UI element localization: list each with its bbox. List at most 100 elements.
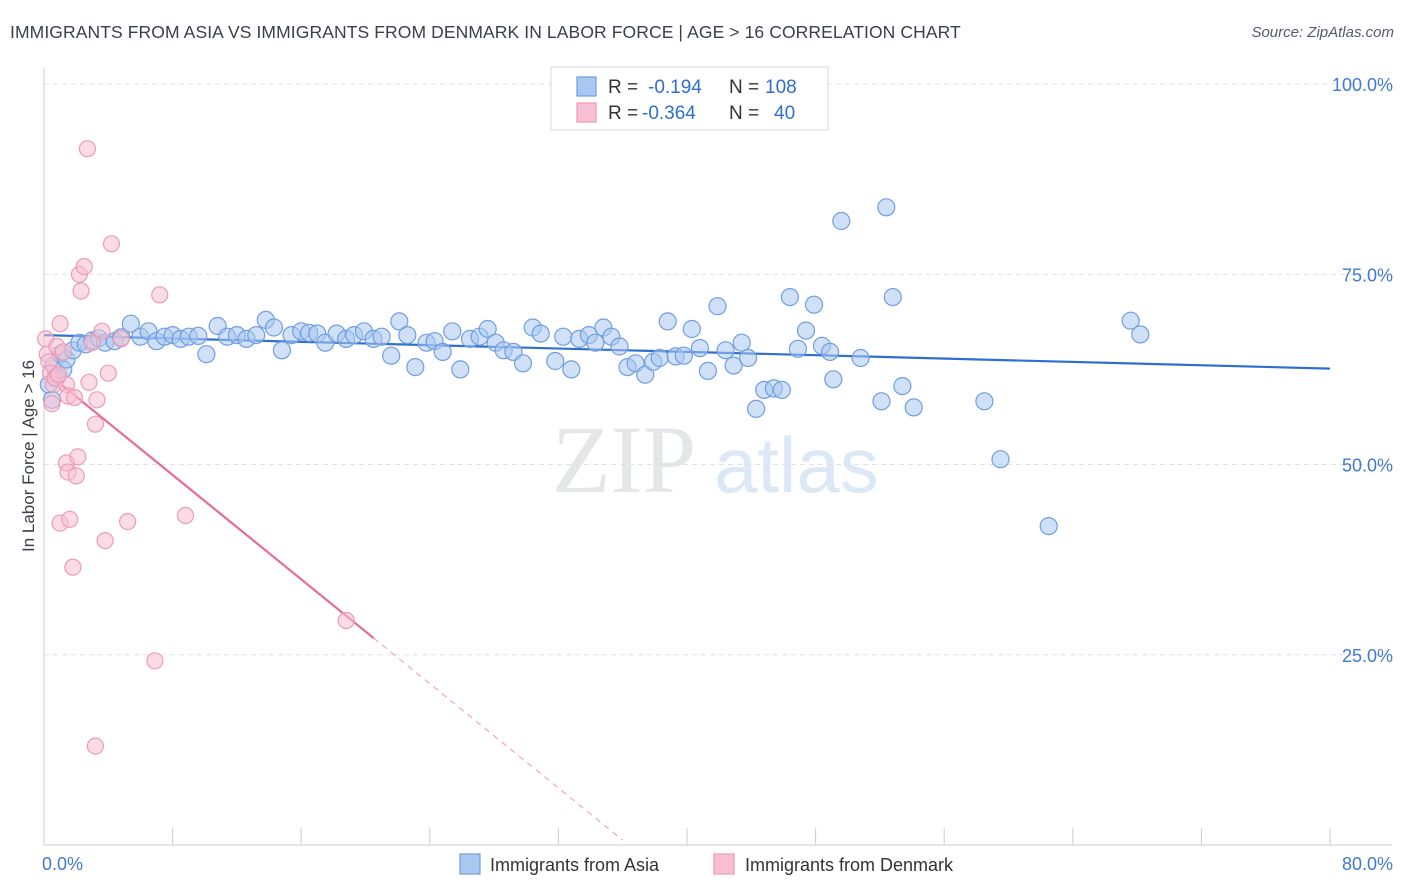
point-denmark-17: [65, 388, 84, 407]
point-asia-32: [272, 341, 291, 360]
point-asia-85: [732, 333, 751, 352]
point-denmark-29: [93, 322, 111, 340]
point-asia-106: [991, 450, 1010, 469]
point-denmark-19: [69, 448, 87, 466]
point-denmark-22: [75, 258, 93, 276]
point-denmark-37: [176, 506, 195, 525]
source-note: Source: ZipAtlas.com: [1251, 24, 1394, 41]
point-asia-91: [780, 288, 800, 307]
x-tick-label-0: 0.0%: [42, 854, 83, 874]
x-tick-label-1: 80.0%: [1342, 854, 1393, 874]
point-asia-63: [554, 327, 573, 346]
point-asia-94: [804, 295, 824, 314]
legend-swatch-denmark: [576, 102, 597, 123]
point-asia-84: [724, 356, 743, 375]
point-denmark-36: [151, 286, 169, 304]
point-asia-98: [832, 211, 851, 231]
series-legend-label-asia: Immigrants from Asia: [490, 855, 660, 875]
point-denmark-8: [51, 315, 69, 333]
point-asia-44: [382, 346, 401, 365]
point-denmark-27: [88, 391, 106, 409]
y-tick-label-0: 25.0%: [1342, 646, 1393, 666]
point-asia-100: [872, 392, 891, 411]
point-asia-70: [610, 337, 629, 356]
grid-lines: [44, 83, 1392, 656]
y-tick-label-3: 100.0%: [1332, 75, 1393, 95]
trend-line-denmark: [46, 372, 375, 639]
point-denmark-18: [67, 467, 85, 485]
legend-swatch-asia: [576, 76, 597, 97]
watermark-zip: ZIP: [552, 406, 696, 513]
trend-line-denmark-extension: [373, 637, 624, 841]
point-asia-61: [531, 324, 550, 343]
point-asia-15: [121, 314, 140, 333]
point-asia-23: [189, 326, 208, 345]
y-tick-label-2: 75.0%: [1342, 265, 1393, 285]
point-denmark-16: [64, 558, 82, 576]
point-asia-52: [451, 360, 470, 379]
point-denmark-15: [61, 510, 79, 528]
y-tick-label-1: 50.0%: [1342, 456, 1393, 476]
point-asia-108: [1121, 311, 1140, 330]
point-asia-96: [820, 342, 840, 361]
point-denmark-24: [80, 373, 98, 391]
point-asia-87: [746, 399, 766, 418]
point-denmark-23: [78, 140, 97, 158]
point-denmark-32: [102, 235, 121, 253]
legend-n-label-denmark: N =: [729, 103, 759, 124]
point-asia-86: [738, 348, 758, 368]
point-denmark-9: [54, 343, 72, 361]
point-asia-80: [690, 339, 710, 358]
legend-n-value-denmark: 40: [774, 103, 795, 124]
point-denmark-39: [49, 366, 68, 384]
point-asia-79: [682, 319, 701, 339]
point-asia-62: [546, 351, 565, 371]
point-asia-43: [372, 327, 391, 346]
tick-labels: 25.0% 50.0% 75.0% 100.0% 0.0% 80.0%: [42, 75, 1393, 874]
point-denmark-26: [86, 415, 105, 433]
point-asia-64: [562, 360, 581, 379]
point-asia-50: [433, 342, 452, 361]
series-legend-swatch-denmark: [713, 853, 735, 875]
point-denmark-34: [118, 512, 137, 531]
point-denmark-30: [96, 531, 114, 550]
point-asia-90: [772, 380, 791, 399]
point-denmark-38: [337, 611, 355, 630]
legend-r-label-denmark: R =: [608, 103, 638, 124]
point-asia-81: [698, 361, 718, 380]
point-asia-46: [398, 326, 417, 345]
point-asia-83: [716, 341, 735, 360]
point-asia-82: [708, 297, 727, 316]
point-asia-93: [796, 321, 816, 340]
legend-r-value-denmark: -0.364: [642, 103, 696, 124]
point-asia-75: [650, 348, 669, 368]
axes: [43, 68, 1392, 846]
point-asia-47: [406, 358, 425, 377]
point-asia-104: [904, 398, 923, 417]
series-legend: Immigrants from Asia Immigrants from Den…: [459, 853, 954, 875]
legend-n-label-asia: N =: [729, 77, 759, 98]
point-denmark-31: [99, 364, 117, 382]
point-asia-51: [443, 322, 462, 341]
point-asia-99: [851, 348, 870, 368]
point-asia-73: [636, 365, 655, 384]
point-asia-102: [883, 288, 902, 307]
point-denmark-28: [86, 737, 105, 755]
point-asia-24: [197, 345, 216, 364]
point-asia-101: [877, 198, 896, 217]
point-asia-107: [1039, 516, 1058, 536]
y-axis-title: In Labor Force | Age > 16: [19, 360, 38, 552]
point-asia-55: [478, 319, 497, 339]
point-asia-105: [975, 392, 994, 411]
point-asia-31: [264, 318, 283, 337]
series-legend-swatch-asia: [459, 853, 481, 875]
legend: R = -0.194 N = 108 R = -0.364 N = 40: [550, 66, 829, 131]
legend-r-label-asia: R =: [608, 77, 638, 98]
point-denmark-21: [72, 282, 90, 300]
point-denmark-4: [43, 395, 61, 413]
point-asia-45: [390, 312, 409, 331]
point-asia-29: [247, 326, 266, 345]
point-asia-92: [788, 339, 808, 358]
point-denmark-25: [83, 334, 101, 352]
